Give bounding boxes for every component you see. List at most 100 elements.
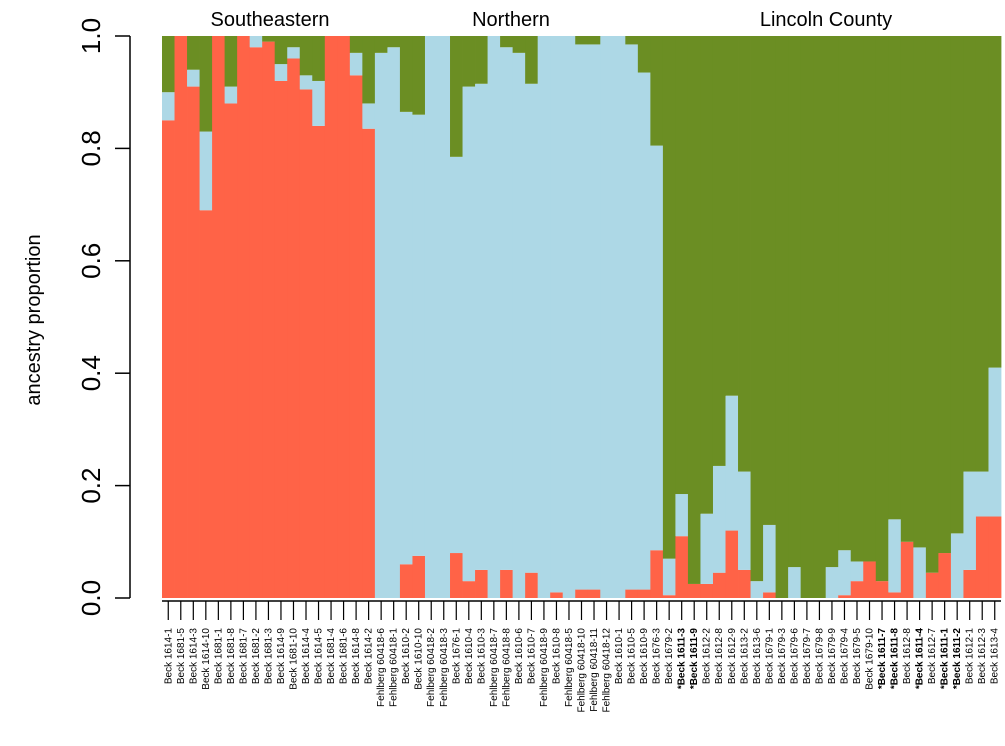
bar-segment — [888, 36, 902, 520]
bar-segment — [187, 36, 200, 70]
bar-segment — [712, 465, 726, 573]
bar-segment — [362, 36, 376, 104]
bar-segment — [349, 52, 363, 76]
bar-segment — [550, 36, 564, 593]
bar-segment — [324, 36, 338, 598]
x-tick-label: Beck 1614-1 — [163, 628, 174, 685]
x-tick-label: Beck 1614-10 — [201, 628, 212, 690]
bar-segment — [925, 36, 939, 573]
bar-segment — [888, 592, 902, 598]
bar-segment — [550, 592, 564, 598]
bar-segment — [262, 41, 276, 599]
x-tick-label: Beck 1610-4 — [464, 628, 475, 685]
bar-segment — [337, 36, 351, 598]
bar-segment — [963, 569, 977, 598]
bar-segment — [462, 581, 476, 598]
bar-segment — [687, 583, 701, 598]
bar-segment — [625, 36, 639, 45]
bar-segment — [738, 471, 751, 570]
bar-segment — [750, 581, 764, 598]
bar-segment — [562, 36, 576, 598]
bar-segment — [274, 80, 288, 598]
bar-segment — [162, 36, 175, 93]
bar-segment — [625, 589, 639, 598]
bar-segment — [312, 80, 326, 126]
bar-segment — [625, 44, 639, 590]
bar-segment — [287, 47, 301, 59]
bar-segment — [249, 36, 263, 48]
bar-segment — [462, 86, 476, 582]
y-tick-label: 0.8 — [76, 130, 106, 166]
bar-segment — [575, 36, 589, 45]
bar-segment — [963, 36, 977, 472]
bar-segment — [750, 36, 764, 582]
bar-segment — [700, 513, 714, 584]
bar-segment — [888, 519, 902, 593]
bar-segment — [763, 524, 776, 593]
x-tick-label: Beck 1679-5 — [852, 628, 863, 685]
bar-segment — [362, 103, 376, 129]
bar-segment — [224, 86, 238, 104]
x-tick-label: Beck 1679-2 — [664, 628, 675, 685]
x-tick-label: Beck 1681-10 — [288, 628, 299, 690]
bar-segment — [738, 569, 751, 598]
x-tick-label: Beck 1610-8 — [551, 628, 562, 685]
y-tick-label: 0.0 — [76, 580, 106, 616]
bar-segment — [725, 36, 739, 396]
bar-segment — [637, 589, 651, 598]
x-tick-label: Fehlberg 60418-5 — [564, 628, 575, 707]
bar-segment — [725, 530, 739, 598]
x-tick-label: *Beck 1611-1 — [940, 628, 951, 690]
bar-segment — [412, 36, 426, 115]
bar-segment — [399, 111, 413, 565]
bar-segment — [850, 581, 864, 598]
bar-segment — [863, 561, 877, 598]
bar-segment — [199, 36, 213, 132]
x-tick-label: Beck 1679-10 — [865, 628, 876, 690]
bar-segment — [299, 36, 313, 76]
bar-segment — [374, 36, 388, 53]
x-tick-label: Beck 1679-1 — [764, 628, 775, 685]
bar-segment — [975, 471, 989, 517]
bar-segment — [525, 36, 539, 84]
bar-segment — [349, 36, 363, 53]
bar-segment — [249, 47, 263, 599]
bar-segment — [900, 541, 914, 598]
bar-segment — [274, 36, 288, 65]
x-tick-label: Fehlberg 60418-6 — [376, 628, 387, 707]
x-tick-label: Fehlberg 60418-3 — [439, 628, 450, 707]
bar-segment — [374, 52, 388, 599]
bar-segment — [512, 36, 526, 53]
bar-segment — [700, 36, 714, 514]
bar-segment — [675, 536, 689, 598]
bar-segment — [399, 36, 413, 112]
bar-segment — [775, 36, 789, 598]
x-tick-label: Fehlberg 60418-10 — [577, 628, 588, 713]
bar-segment — [500, 47, 514, 570]
x-tick-label: Beck 1676-3 — [652, 628, 663, 685]
bar-segment — [475, 83, 488, 570]
bar-segment — [587, 36, 601, 45]
bar-segment — [650, 145, 664, 551]
bar-segment — [788, 567, 802, 598]
x-tick-label: Beck 1614-2 — [364, 628, 375, 685]
bar-segment — [988, 36, 1002, 368]
bar-segment — [825, 567, 839, 598]
bar-segment — [763, 36, 776, 525]
bar-segment — [975, 36, 989, 472]
bar-segment — [312, 125, 326, 599]
x-tick-label: Fehlberg 60418-1 — [389, 628, 400, 707]
x-tick-label: Beck 1614-4 — [301, 628, 312, 685]
x-tick-label: Beck 1681-5 — [176, 628, 187, 685]
bar-segment — [838, 595, 852, 598]
bar-segment — [162, 92, 175, 121]
bar-segment — [813, 36, 827, 598]
x-tick-label: *Beck 1611-4 — [915, 628, 926, 690]
x-tick-label: *Beck 1611-7 — [877, 628, 888, 690]
y-axis-label: ancestry proportion — [23, 234, 45, 405]
bar-segment — [838, 36, 852, 551]
bar-segment — [788, 36, 802, 568]
bar-segment — [850, 561, 864, 582]
bar-segment — [662, 36, 676, 559]
x-tick-label: Fehlberg 60418-7 — [489, 628, 500, 707]
